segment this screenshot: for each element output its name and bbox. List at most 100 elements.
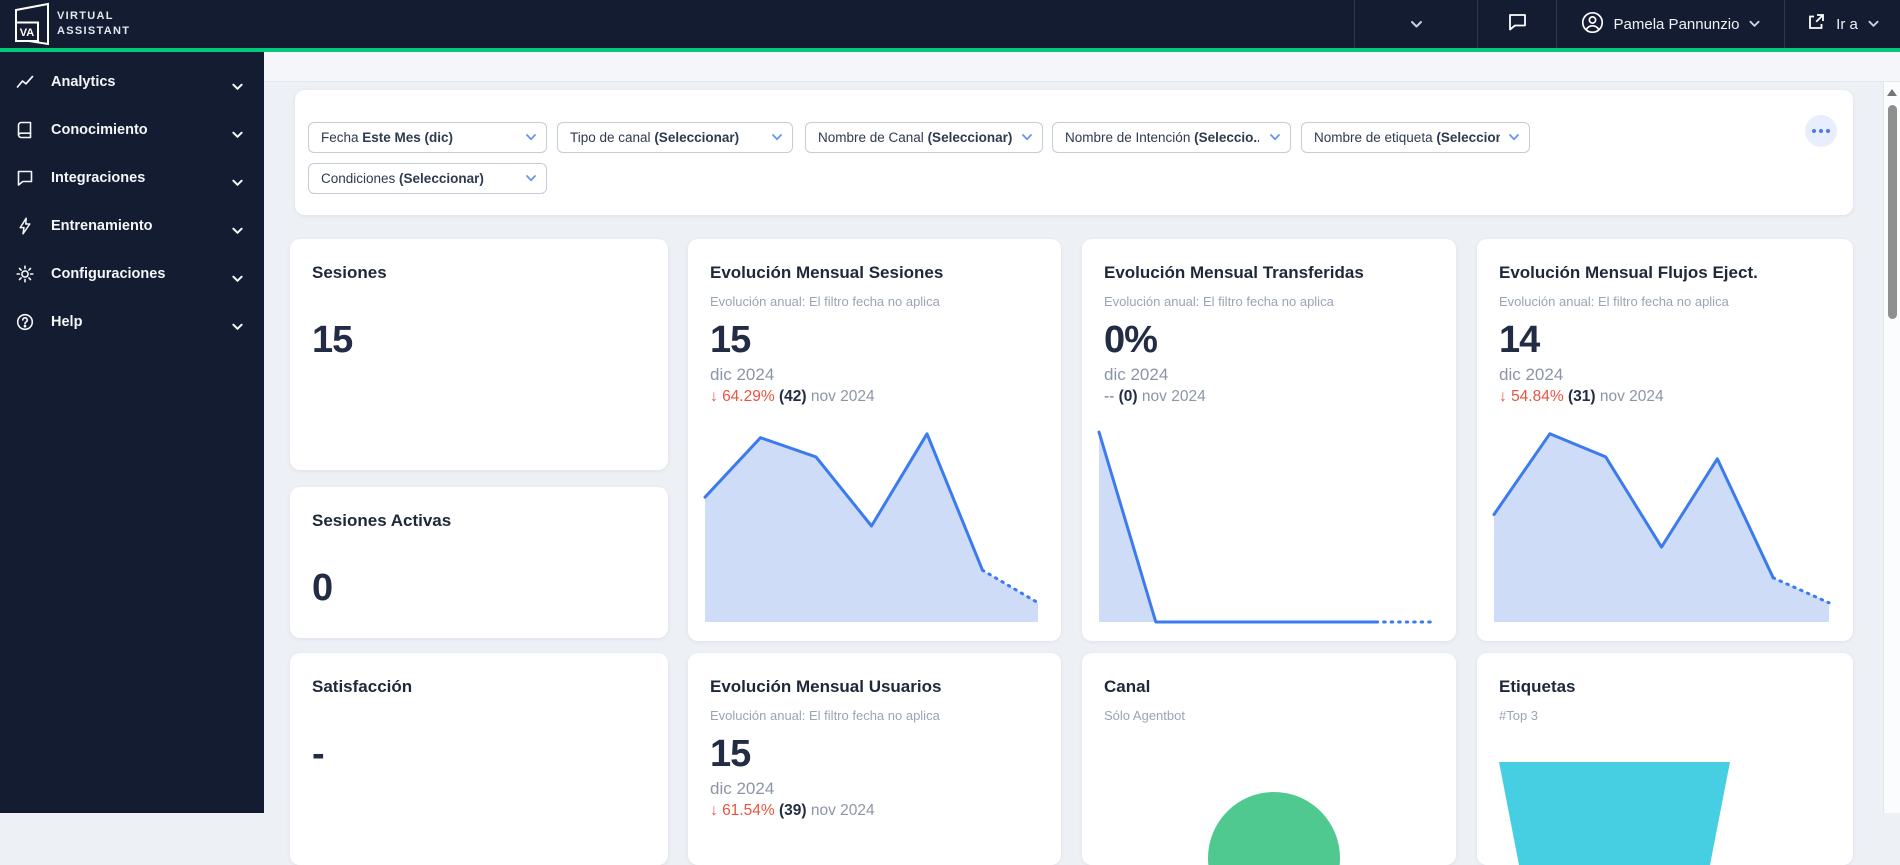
scrollbar-thumb[interactable] <box>1888 105 1897 319</box>
vertical-scrollbar[interactable] <box>1883 82 1900 813</box>
filter-nombre-de-canal[interactable]: Nombre de Canal (Seleccionar) <box>805 122 1043 153</box>
metric-period: dic 2024 <box>710 779 775 798</box>
canal-pie-chart <box>1208 792 1340 865</box>
metric-value: 15 <box>710 319 751 361</box>
svg-text:VA: VA <box>20 27 35 39</box>
card-etiquetas: Etiquetas #Top 3 <box>1477 653 1853 865</box>
sidebar-item-integraciones[interactable]: Integraciones <box>0 154 264 202</box>
metric-value: 0% <box>1104 319 1158 361</box>
more-options-button[interactable] <box>1805 115 1837 147</box>
chevron-down-icon <box>772 134 782 141</box>
arrow-down-icon: ↓ <box>710 802 718 819</box>
chevron-down-icon <box>232 126 243 144</box>
filter-nombre-de-intencion[interactable]: Nombre de Intención (Seleccio... <box>1052 122 1291 153</box>
user-avatar-icon <box>1581 11 1604 38</box>
main-content: Fecha Este Mes (dic) Tipo de canal (Sele… <box>264 52 1900 865</box>
card-sesiones-activas: Sesiones Activas 0 <box>290 487 668 638</box>
chevron-down-icon <box>1749 20 1760 28</box>
ellipsis-icon <box>1812 129 1816 133</box>
chevron-down-icon <box>232 78 243 96</box>
card-title: Sesiones Activas <box>312 511 452 530</box>
chevron-down-icon <box>1509 134 1519 141</box>
user-name: Pamela Pannunzio <box>1613 15 1740 33</box>
metric-change: ↓ 64.29% (42) nov 2024 <box>710 388 875 405</box>
scrollbar-up-arrow-icon[interactable] <box>1887 89 1897 96</box>
metric-change: ↓ 54.84% (31) nov 2024 <box>1499 388 1664 405</box>
sesiones-trend-chart <box>703 432 1040 622</box>
arrow-down-icon: ↓ <box>1499 388 1507 405</box>
metric-change: -- (0) nov 2024 <box>1104 388 1206 405</box>
sidebar-item-entrenamiento[interactable]: Entrenamiento <box>0 202 264 250</box>
card-satisfaccion: Satisfacción - <box>290 653 668 865</box>
card-title: Evolución Mensual Sesiones <box>710 263 944 282</box>
go-to-label: Ir a <box>1836 15 1858 33</box>
card-title: Canal <box>1104 677 1151 696</box>
filter-tipo-de-canal[interactable]: Tipo de canal (Seleccionar) <box>557 122 793 153</box>
sidebar-item-analytics[interactable]: Analytics <box>0 58 264 106</box>
chevron-down-icon <box>526 175 536 182</box>
metric-value: 15 <box>710 733 751 775</box>
card-title: Etiquetas <box>1499 677 1576 696</box>
metric-period: dic 2024 <box>1499 365 1564 384</box>
metric-value: - <box>312 733 325 775</box>
top-bar: VA VIRTUAL ASSISTANT Pamela Pannunzio <box>0 0 1900 48</box>
content-header-strip <box>264 52 1900 82</box>
card-evolucion-mensual-usuarios: Evolución Mensual Usuarios Evolución anu… <box>688 653 1061 865</box>
sidebar-item-configuraciones[interactable]: Configuraciones <box>0 250 264 298</box>
card-sesiones: Sesiones 15 <box>290 239 668 470</box>
sidebar: Analytics Conocimiento Integraciones <box>0 52 264 813</box>
chevron-down-icon <box>232 222 243 240</box>
card-title: Evolución Mensual Transferidas <box>1104 263 1364 282</box>
chevron-down-icon <box>232 318 243 336</box>
card-title: Evolución Mensual Usuarios <box>710 677 942 696</box>
transferidas-trend-chart <box>1097 430 1435 624</box>
sidebar-item-help[interactable]: Help <box>0 298 264 346</box>
sidebar-item-conocimiento[interactable]: Conocimiento <box>0 106 264 154</box>
card-subtitle: Evolución anual: El filtro fecha no apli… <box>710 708 940 723</box>
chevron-down-icon <box>232 270 243 288</box>
metric-period: dic 2024 <box>710 365 775 384</box>
external-link-icon <box>1806 12 1826 36</box>
chat-bubble-icon <box>16 169 34 187</box>
card-canal: Canal Sólo Agentbot <box>1082 653 1456 865</box>
topbar-dropdown[interactable] <box>1354 0 1477 48</box>
gear-icon <box>16 265 34 283</box>
chevron-down-icon <box>1410 20 1423 29</box>
card-subtitle: Evolución anual: El filtro fecha no apli… <box>1104 294 1334 309</box>
filter-nombre-de-etiqueta[interactable]: Nombre de etiqueta (Seleccion... <box>1301 122 1530 153</box>
help-circle-icon <box>16 313 34 331</box>
card-evolucion-mensual-transferidas: Evolución Mensual Transferidas Evolución… <box>1082 239 1456 641</box>
filters-panel: Fecha Este Mes (dic) Tipo de canal (Sele… <box>295 90 1853 215</box>
chat-bubble-icon <box>1507 12 1528 36</box>
book-icon <box>16 121 34 139</box>
metric-value: 14 <box>1499 319 1540 361</box>
va-logo-icon: VA <box>15 2 49 46</box>
chevron-down-icon <box>1868 20 1879 28</box>
messages-button[interactable] <box>1477 0 1556 48</box>
metric-value: 15 <box>312 319 353 361</box>
metric-value: 0 <box>312 567 333 609</box>
etiquetas-funnel-chart <box>1499 762 1730 865</box>
card-title: Evolución Mensual Flujos Eject. <box>1499 263 1758 282</box>
brand-name: VIRTUAL ASSISTANT <box>57 10 131 37</box>
lightning-icon <box>16 217 34 235</box>
card-title: Sesiones <box>312 263 387 282</box>
card-subtitle: Evolución anual: El filtro fecha no apli… <box>710 294 940 309</box>
flujos-trend-chart <box>1492 432 1831 622</box>
user-menu[interactable]: Pamela Pannunzio <box>1556 0 1784 48</box>
arrow-down-icon: ↓ <box>710 388 718 405</box>
go-to-menu[interactable]: Ir a <box>1784 0 1900 48</box>
card-subtitle: Evolución anual: El filtro fecha no apli… <box>1499 294 1729 309</box>
metric-period: dic 2024 <box>1104 365 1169 384</box>
chevron-down-icon <box>1270 134 1280 141</box>
filter-condiciones[interactable]: Condiciones (Seleccionar) <box>308 163 547 194</box>
filter-fecha[interactable]: Fecha Este Mes (dic) <box>308 122 547 153</box>
chevron-down-icon <box>1022 134 1032 141</box>
card-evolucion-mensual-sesiones: Evolución Mensual Sesiones Evolución anu… <box>688 239 1061 641</box>
accent-divider <box>0 48 1900 52</box>
chevron-down-icon <box>526 134 536 141</box>
analytics-icon <box>16 73 34 91</box>
chevron-down-icon <box>232 174 243 192</box>
card-title: Satisfacción <box>312 677 413 696</box>
